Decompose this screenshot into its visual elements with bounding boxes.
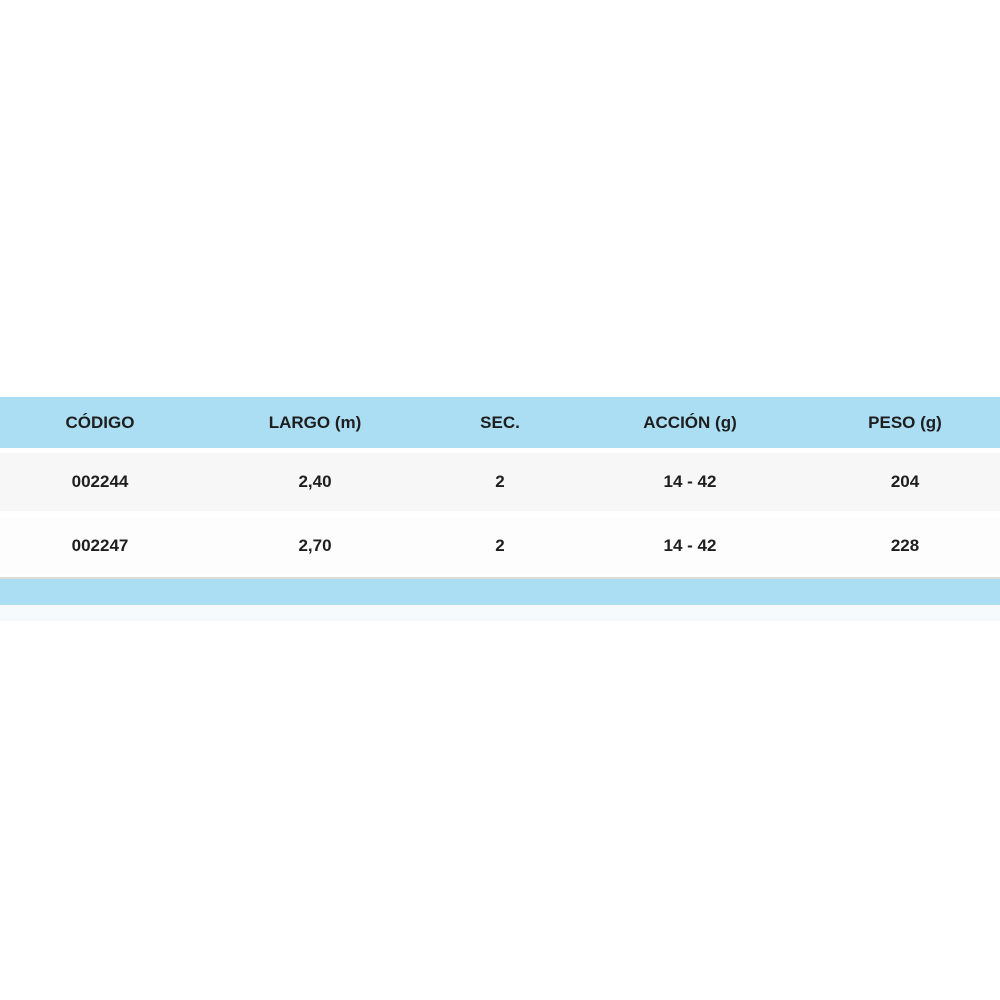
table-header-row: CÓDIGO LARGO (m) SEC. ACCIÓN (g) PESO (g… — [0, 397, 1000, 448]
product-specs-section: CÓDIGO LARGO (m) SEC. ACCIÓN (g) PESO (g… — [0, 397, 1000, 621]
column-header-sec: SEC. — [430, 397, 570, 448]
cell-codigo: 002247 — [0, 511, 200, 575]
cell-peso: 204 — [810, 448, 1000, 511]
table-row: 002244 2,40 2 14 - 42 204 — [0, 448, 1000, 511]
column-header-largo: LARGO (m) — [200, 397, 430, 448]
cell-largo: 2,40 — [200, 448, 430, 511]
cell-codigo: 002244 — [0, 448, 200, 511]
cell-peso: 228 — [810, 511, 1000, 575]
column-header-peso: PESO (g) — [810, 397, 1000, 448]
cell-sec: 2 — [430, 448, 570, 511]
cell-largo: 2,70 — [200, 511, 430, 575]
table-row: 002247 2,70 2 14 - 42 228 — [0, 511, 1000, 575]
column-header-accion: ACCIÓN (g) — [570, 397, 810, 448]
faint-band — [0, 605, 1000, 621]
column-header-codigo: CÓDIGO — [0, 397, 200, 448]
cell-accion: 14 - 42 — [570, 448, 810, 511]
cell-sec: 2 — [430, 511, 570, 575]
specs-table: CÓDIGO LARGO (m) SEC. ACCIÓN (g) PESO (g… — [0, 397, 1000, 575]
cell-accion: 14 - 42 — [570, 511, 810, 575]
section-divider-bar — [0, 577, 1000, 605]
